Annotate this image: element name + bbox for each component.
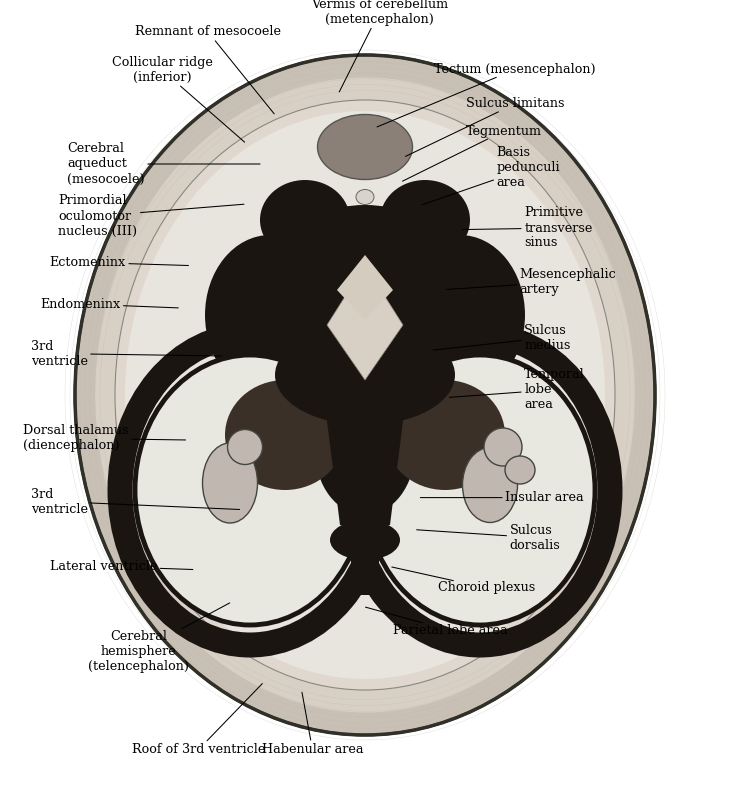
Text: 3rd
ventricle: 3rd ventricle (31, 339, 222, 367)
Text: Tegmentum: Tegmentum (402, 125, 542, 181)
Ellipse shape (225, 380, 345, 490)
Text: Sulcus
medius: Sulcus medius (434, 323, 571, 352)
Text: Basis
pedunculi
area: Basis pedunculi area (423, 146, 560, 205)
Ellipse shape (275, 325, 455, 425)
Text: Ectomeninx: Ectomeninx (50, 256, 188, 269)
Ellipse shape (395, 235, 525, 395)
Ellipse shape (385, 380, 505, 490)
Ellipse shape (228, 430, 263, 465)
Polygon shape (327, 265, 403, 380)
Text: Lateral ventricle: Lateral ventricle (50, 560, 193, 573)
Text: Primordial
oculomotor
nucleus (III): Primordial oculomotor nucleus (III) (58, 194, 244, 238)
Ellipse shape (365, 355, 595, 625)
Ellipse shape (315, 385, 415, 515)
Text: Primitive
transverse
sinus: Primitive transverse sinus (463, 206, 593, 250)
Text: Sulcus
dorsalis: Sulcus dorsalis (417, 523, 561, 552)
Text: Insular area: Insular area (420, 491, 584, 504)
Text: Dorsal thalamus
(diencephalon): Dorsal thalamus (diencephalon) (23, 424, 185, 452)
Ellipse shape (260, 180, 350, 260)
Text: Vermis of cerebellum
(metencephalon): Vermis of cerebellum (metencephalon) (311, 0, 448, 92)
Polygon shape (337, 255, 393, 320)
Polygon shape (350, 550, 380, 595)
Ellipse shape (115, 100, 615, 690)
Ellipse shape (202, 443, 258, 523)
Text: Choroid plexus: Choroid plexus (392, 567, 535, 594)
Text: Endomeninx: Endomeninx (40, 298, 178, 310)
Ellipse shape (205, 235, 335, 395)
Polygon shape (325, 405, 405, 525)
Ellipse shape (505, 456, 535, 484)
Ellipse shape (135, 355, 365, 625)
Text: Sulcus limitans: Sulcus limitans (405, 98, 564, 156)
Text: Remnant of mesocoele: Remnant of mesocoele (135, 26, 281, 114)
Ellipse shape (330, 520, 400, 560)
Text: Cerebral
hemisphere
(telencephalon): Cerebral hemisphere (telencephalon) (88, 603, 230, 674)
Ellipse shape (318, 114, 412, 179)
Ellipse shape (235, 205, 495, 465)
Text: Mesencephalic
artery: Mesencephalic artery (447, 267, 617, 296)
Text: Habenular area: Habenular area (261, 692, 364, 756)
Text: Parietal lobe area: Parietal lobe area (366, 607, 507, 637)
Ellipse shape (484, 428, 522, 466)
Ellipse shape (380, 180, 470, 260)
Text: Collicular ridge
(inferior): Collicular ridge (inferior) (112, 56, 245, 142)
Text: Temporal
lobe
area: Temporal lobe area (450, 368, 585, 411)
Ellipse shape (75, 55, 655, 735)
Text: Tectum (mesencephalon): Tectum (mesencephalon) (377, 63, 596, 127)
Ellipse shape (463, 447, 518, 522)
Text: Roof of 3rd ventricle: Roof of 3rd ventricle (132, 683, 265, 756)
Ellipse shape (95, 78, 635, 713)
Text: Cerebral
aqueduct
(mesocoele): Cerebral aqueduct (mesocoele) (67, 142, 260, 186)
Ellipse shape (356, 190, 374, 205)
Ellipse shape (125, 111, 605, 679)
Text: 3rd
ventricle: 3rd ventricle (31, 488, 239, 516)
